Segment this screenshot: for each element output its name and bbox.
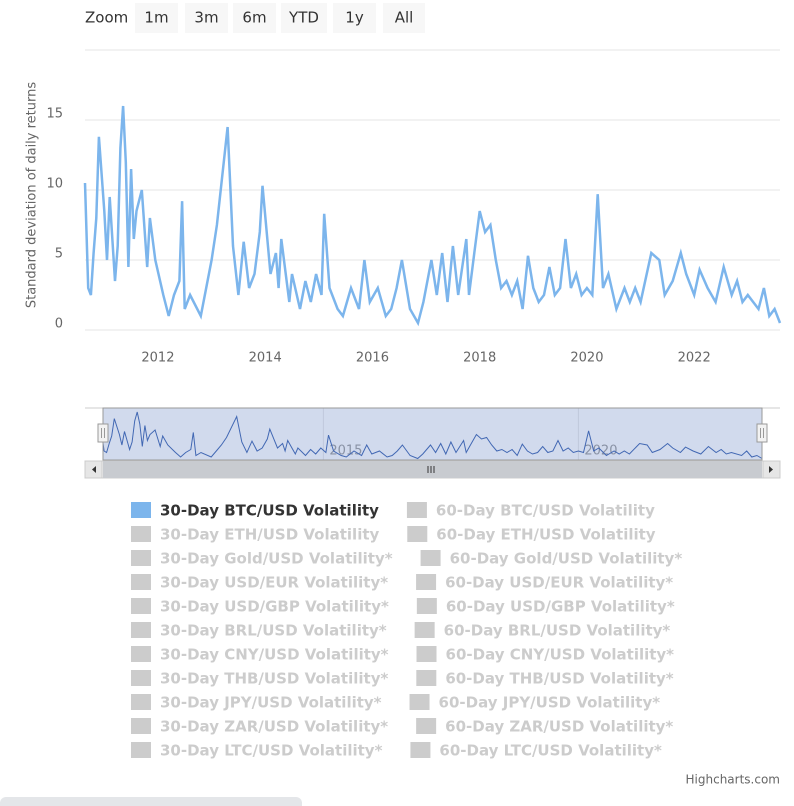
legend-label[interactable]: 60-Day Gold/USD Volatility* (450, 550, 683, 568)
y-axis-title: Standard deviation of daily returns (25, 82, 40, 309)
scroll-indicator (0, 797, 302, 806)
legend-label[interactable]: 30-Day BTC/USD Volatility (160, 502, 379, 520)
scrollbar-grip (427, 466, 435, 473)
legend-label[interactable]: 30-Day LTC/USD Volatility* (160, 742, 383, 760)
navigator-mask[interactable] (102, 407, 763, 461)
zoom-label: Zoom (85, 9, 128, 27)
zoom-button[interactable] (333, 3, 376, 33)
zoom-button-label[interactable]: All (395, 9, 414, 27)
legend-symbol[interactable] (409, 694, 430, 710)
zoom-button[interactable] (185, 3, 228, 33)
legend-symbol[interactable] (131, 622, 151, 638)
legend-symbol[interactable] (131, 670, 151, 686)
scroll-left-arrow (92, 466, 96, 473)
legend-label[interactable]: 60-Day USD/GBP Volatility* (446, 598, 675, 616)
legend-label[interactable]: 30-Day Gold/USD Volatility* (160, 550, 393, 568)
zoom-button-label[interactable]: 1m (144, 9, 168, 27)
series-line (83, 105, 782, 327)
legend-label[interactable]: 30-Day ZAR/USD Volatility* (160, 718, 388, 736)
legend-label[interactable]: 30-Day USD/GBP Volatility* (160, 598, 389, 616)
legend-symbol[interactable] (131, 502, 151, 518)
legend-label[interactable]: 30-Day CNY/USD Volatility* (160, 646, 389, 664)
legend-label[interactable]: 60-Day CNY/USD Volatility* (446, 646, 675, 664)
legend-symbol[interactable] (416, 718, 437, 734)
scroll-right-arrow (769, 466, 773, 473)
legend-symbol[interactable] (416, 670, 437, 686)
zoom-button-label[interactable]: YTD (288, 9, 319, 27)
y-tick-label: 5 (55, 247, 63, 262)
x-tick-label: 2012 (141, 351, 174, 366)
legend-label[interactable]: 60-Day JPY/USD Volatility* (439, 694, 661, 712)
legend-label[interactable]: 60-Day THB/USD Volatility* (445, 670, 673, 688)
navigator-handle[interactable] (756, 423, 768, 443)
legend-label[interactable]: 60-Day BRL/USD Volatility* (444, 622, 671, 640)
legend-label[interactable]: 60-Day BTC/USD Volatility (436, 502, 655, 520)
legend-symbol[interactable] (131, 598, 151, 614)
navigator-handle[interactable] (97, 423, 109, 443)
legend-symbol[interactable] (131, 550, 151, 566)
legend-label[interactable]: 60-Day ETH/USD Volatility (436, 526, 656, 544)
zoom-button-label[interactable]: 3m (194, 9, 218, 27)
x-tick-label: 2014 (249, 351, 282, 366)
scrollbar-thumb[interactable] (103, 461, 762, 478)
legend-symbol[interactable] (131, 694, 151, 710)
legend-symbol[interactable] (131, 574, 151, 590)
legend-label[interactable]: 60-Day USD/EUR Volatility* (445, 574, 673, 592)
y-tick-label: 0 (55, 317, 63, 332)
zoom-button-label[interactable]: 1y (345, 9, 364, 27)
zoom-button-label[interactable]: 6m (242, 9, 266, 27)
legend-label[interactable]: 60-Day LTC/USD Volatility* (439, 742, 662, 760)
legend-symbol[interactable] (414, 622, 435, 638)
legend-symbol[interactable] (420, 550, 441, 566)
credits[interactable]: Highcharts.com (686, 773, 780, 787)
x-tick-label: 2018 (463, 351, 496, 366)
navigator-tick-label: 2015 (329, 444, 362, 459)
legend-symbol[interactable] (416, 598, 437, 614)
zoom-button[interactable] (281, 3, 327, 33)
y-tick-label: 10 (46, 177, 63, 192)
legend-symbol[interactable] (131, 526, 151, 542)
legend-label[interactable]: 30-Day THB/USD Volatility* (160, 670, 388, 688)
legend-label[interactable]: 60-Day ZAR/USD Volatility* (445, 718, 673, 736)
legend-symbol[interactable] (131, 646, 151, 662)
legend-symbol[interactable] (131, 742, 151, 758)
x-tick-label: 2016 (356, 351, 389, 366)
navigator-handle-grip (101, 428, 105, 438)
zoom-button[interactable] (233, 3, 276, 33)
navigator-handle-grip (760, 428, 764, 438)
navigator-line (100, 411, 763, 460)
legend-symbol[interactable] (407, 526, 428, 542)
legend-symbol[interactable] (131, 718, 151, 734)
legend-label[interactable]: 30-Day BRL/USD Volatility* (160, 622, 387, 640)
legend-label[interactable]: 30-Day JPY/USD Volatility* (160, 694, 382, 712)
y-tick-label: 15 (46, 107, 63, 122)
legend-label[interactable]: 30-Day ETH/USD Volatility (160, 526, 380, 544)
zoom-button[interactable] (383, 3, 425, 33)
legend-symbol[interactable] (416, 574, 437, 590)
x-tick-label: 2020 (570, 351, 603, 366)
legend-symbol[interactable] (410, 742, 431, 758)
x-tick-label: 2022 (678, 351, 711, 366)
legend-label[interactable]: 30-Day USD/EUR Volatility* (160, 574, 388, 592)
zoom-button[interactable] (135, 3, 178, 33)
legend-symbol[interactable] (406, 502, 427, 518)
legend-symbol[interactable] (416, 646, 437, 662)
